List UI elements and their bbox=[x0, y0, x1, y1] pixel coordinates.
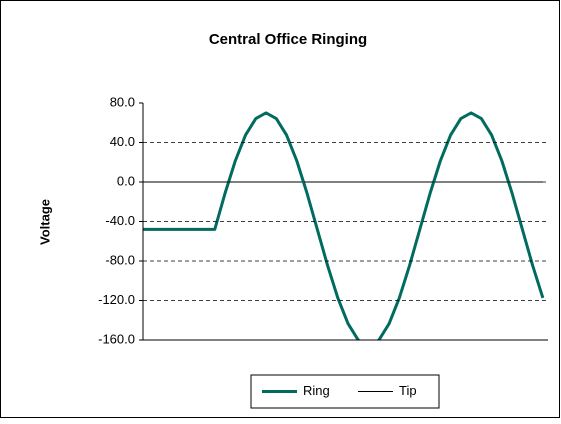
y-tick-label: 80.0 bbox=[110, 94, 135, 109]
y-tick-label: -120.0 bbox=[98, 292, 135, 307]
series-line bbox=[143, 111, 545, 340]
y-tick-label: 40.0 bbox=[110, 134, 135, 149]
y-tick-label: -40.0 bbox=[105, 213, 135, 228]
y-axis-label: Voltage bbox=[37, 199, 52, 245]
chart-title: Central Office Ringing bbox=[209, 31, 367, 48]
legend-label: Ring bbox=[303, 383, 330, 398]
y-tick-label: -160.0 bbox=[98, 331, 135, 346]
y-tick-label: 0.0 bbox=[117, 173, 135, 188]
legend-label: Tip bbox=[399, 383, 417, 398]
y-tick-label: -80.0 bbox=[105, 252, 135, 267]
